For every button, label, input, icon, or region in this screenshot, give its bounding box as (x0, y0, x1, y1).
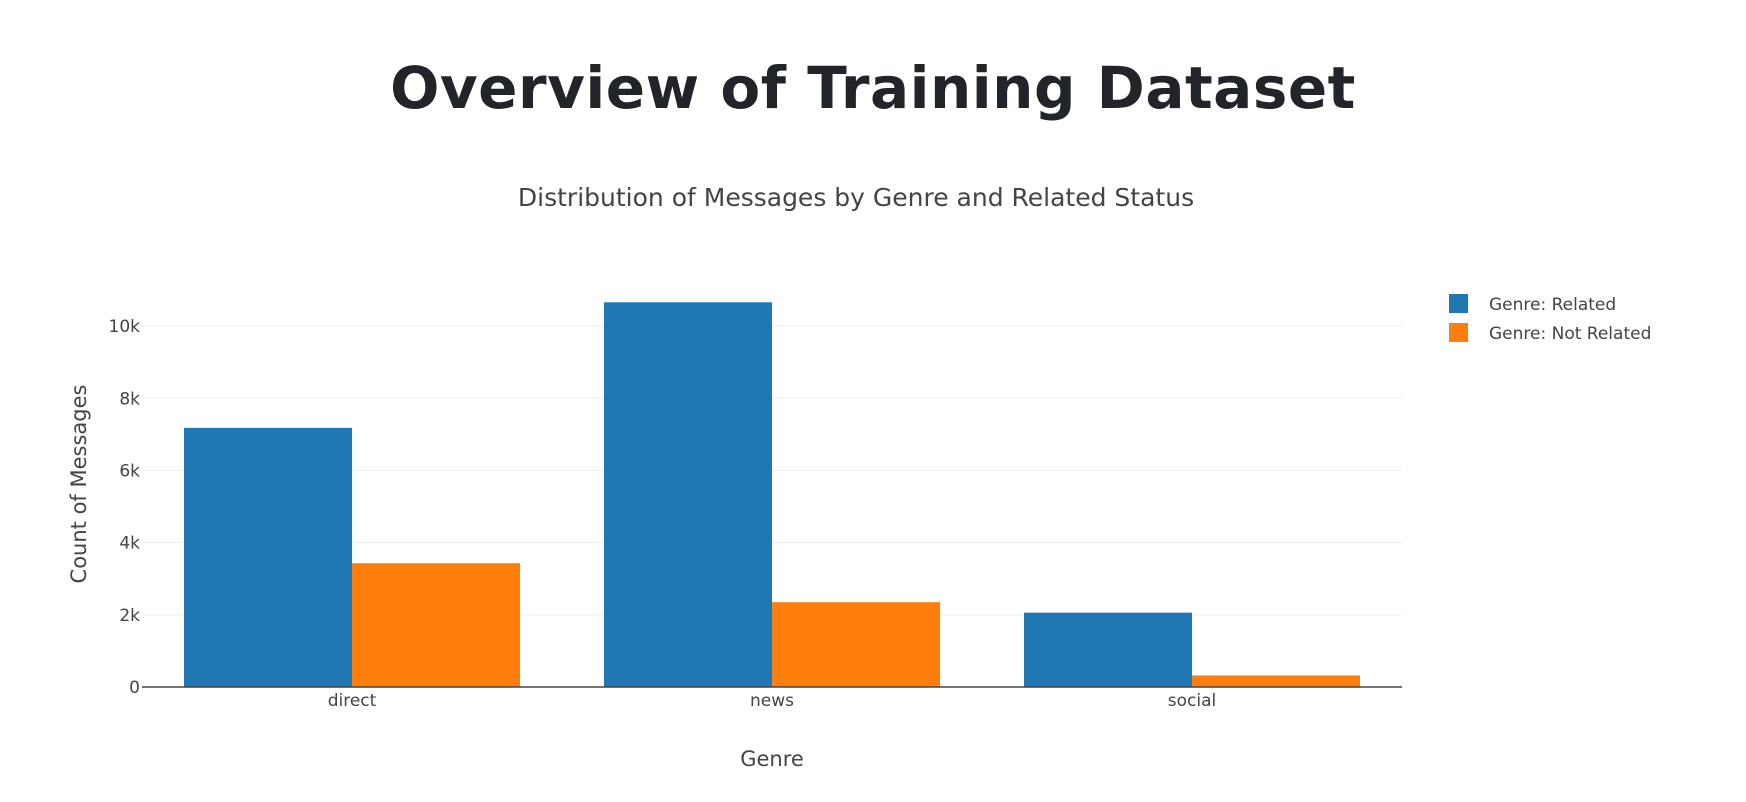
bar-social-1 (1192, 675, 1360, 687)
bar-direct-1 (352, 563, 520, 687)
bar-social-0 (1024, 612, 1192, 687)
page-heading: Overview of Training Dataset (390, 54, 1356, 122)
bar-news-0 (604, 302, 772, 687)
y-tick-label: 10k (109, 317, 141, 337)
legend-label-1: Genre: Not Related (1489, 324, 1651, 344)
x-tick-label-news: news (750, 691, 794, 711)
y-tick-label: 4k (119, 534, 140, 554)
bars (184, 302, 1360, 687)
y-axis-ticks: 0 2k 4k 6k 8k 10k (109, 317, 141, 698)
y-tick-label: 8k (119, 389, 140, 409)
x-axis-ticks: direct news social (328, 691, 1217, 711)
legend-swatch-1 (1449, 323, 1468, 342)
y-tick-label: 0 (129, 678, 140, 698)
y-tick-label: 6k (119, 461, 140, 481)
legend-swatch-0 (1449, 294, 1468, 313)
legend: Genre: Related Genre: Not Related (1449, 294, 1651, 344)
chart-title: Distribution of Messages by Genre and Re… (518, 183, 1194, 212)
x-tick-label-direct: direct (328, 691, 377, 711)
bar-news-1 (772, 602, 940, 687)
x-axis-title: Genre (740, 747, 804, 771)
bar-direct-0 (184, 427, 352, 687)
legend-label-0: Genre: Related (1489, 295, 1616, 315)
x-tick-label-social: social (1168, 691, 1216, 711)
y-tick-label: 2k (119, 606, 140, 626)
y-axis-title: Count of Messages (67, 385, 91, 584)
